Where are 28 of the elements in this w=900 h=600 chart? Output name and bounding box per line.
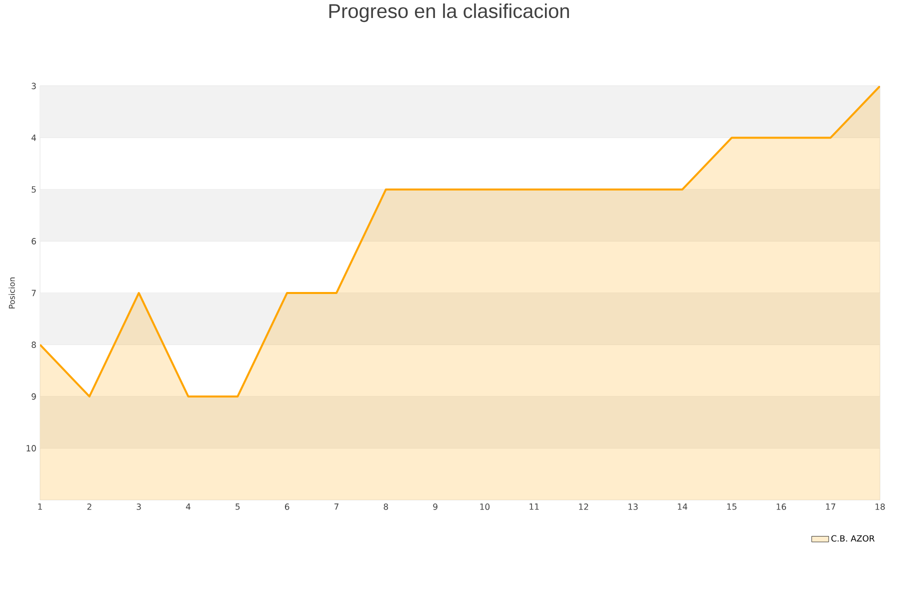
- x-tick-label: 12: [579, 504, 588, 510]
- y-tick-label: 5: [32, 186, 36, 193]
- x-tick-label: 8: [384, 504, 388, 510]
- y-tick-label: 9: [32, 393, 36, 400]
- x-tick-label: 16: [776, 504, 786, 510]
- x-tick-label: 13: [628, 504, 638, 510]
- x-tick-label: 3: [136, 504, 141, 510]
- x-tick-label: 11: [530, 504, 539, 510]
- x-tick-label: 17: [826, 504, 836, 510]
- y-tick-label: 3: [32, 82, 36, 90]
- x-tick-label: 2: [87, 504, 92, 510]
- y-tick-label: 6: [32, 238, 36, 244]
- x-tick-label: 6: [284, 504, 290, 510]
- x-tick-label: 15: [727, 504, 736, 510]
- x-tick-label: 18: [876, 504, 885, 510]
- y-tick-label: 8: [32, 342, 36, 348]
- y-tick-label: 10: [26, 445, 36, 452]
- x-tick-label: 9: [433, 504, 438, 510]
- x-tick-label: 10: [480, 504, 490, 510]
- x-tick-label: 14: [678, 504, 688, 510]
- x-tick-label: 5: [236, 504, 240, 510]
- legend-label: C.B. AZOR: [831, 535, 875, 542]
- y-tick-label: 7: [32, 290, 36, 296]
- x-tick-label: 7: [334, 504, 338, 510]
- x-tick-label: 1: [38, 504, 42, 510]
- chart-title: Progreso en la clasificacion: [329, 4, 569, 22]
- y-tick-label: 4: [32, 134, 36, 141]
- x-tick-label: 4: [186, 504, 190, 510]
